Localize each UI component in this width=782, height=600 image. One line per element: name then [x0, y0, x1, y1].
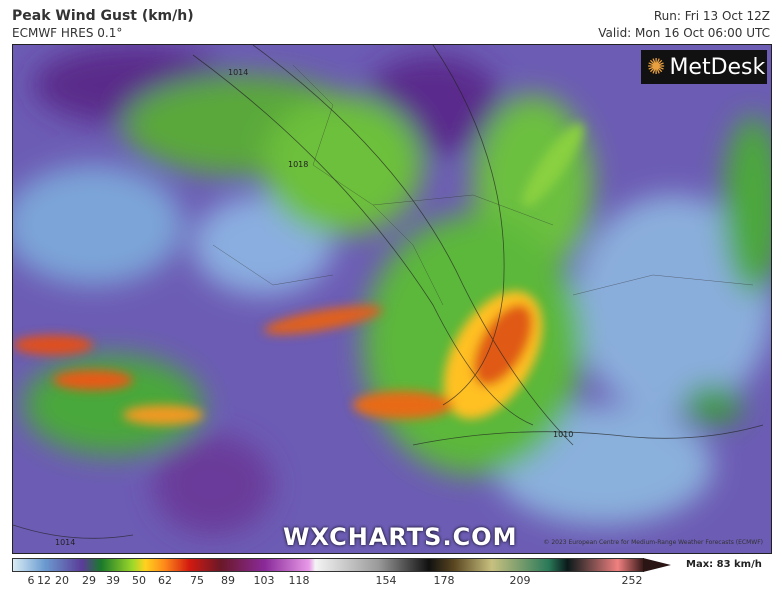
map-field: 1014 1018 1010 1014: [13, 45, 771, 553]
colorbar-tick-label: 29: [82, 574, 96, 587]
copyright: © 2023 European Centre for Medium-Range …: [543, 539, 763, 546]
chart-title: Peak Wind Gust (km/h): [12, 8, 194, 24]
colorbar-tick-label: 209: [509, 574, 531, 587]
colorbar: [12, 558, 644, 572]
logo-text: MetDesk: [669, 54, 766, 80]
colorbar-tick-label: 252: [621, 574, 643, 587]
isobar-label: 1018: [288, 160, 308, 169]
colorbar-tick-label: 50: [132, 574, 146, 587]
colorbar-arrow: [643, 558, 671, 572]
colorbar-tick-label: 89: [221, 574, 235, 587]
colorbar-tick-label: 20: [55, 574, 69, 587]
colorbar-tick-label: 12: [37, 574, 51, 587]
colorbar-tick-label: 154: [375, 574, 397, 587]
colorbar-tick-label: 6: [27, 574, 35, 587]
model-name: ECMWF HRES 0.1°: [12, 26, 123, 40]
wind-gust-map: 1014 1018 1010 1014 ✺ MetDesk WXCHARTS.C…: [12, 44, 772, 554]
isobar-label: 1014: [55, 538, 75, 547]
max-value: Max: 83 km/h: [686, 559, 762, 570]
isobar-label: 1010: [553, 430, 573, 439]
colorbar-tick-label: 62: [158, 574, 172, 587]
valid-time: Valid: Mon 16 Oct 06:00 UTC: [598, 26, 770, 40]
colorbar-tick-label: 39: [106, 574, 120, 587]
colorbar-tick-label: 118: [288, 574, 310, 587]
metdesk-logo: ✺ MetDesk: [641, 50, 767, 84]
isobar-label: 1014: [228, 68, 248, 77]
colorbar-tick-label: 178: [433, 574, 455, 587]
colorbar-tick-label: 103: [253, 574, 275, 587]
colorbar-tick-label: 75: [190, 574, 204, 587]
run-time: Run: Fri 13 Oct 12Z: [653, 9, 770, 23]
metdesk-star-icon: ✺: [647, 54, 666, 80]
watermark: WXCHARTS.COM: [283, 523, 518, 551]
